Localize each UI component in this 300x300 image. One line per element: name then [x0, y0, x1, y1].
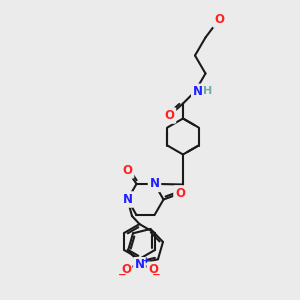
Text: O: O: [148, 263, 158, 276]
Text: −: −: [152, 270, 161, 280]
Text: O: O: [122, 164, 133, 177]
Text: N: N: [192, 85, 203, 98]
Text: +: +: [142, 256, 148, 265]
Text: O: O: [121, 263, 131, 276]
Text: N: N: [134, 258, 145, 272]
Text: O: O: [175, 187, 185, 200]
Text: O: O: [164, 109, 175, 122]
Text: O: O: [214, 13, 224, 26]
Text: H: H: [203, 86, 212, 97]
Text: N: N: [122, 193, 133, 206]
Text: N: N: [149, 177, 160, 190]
Text: −: −: [118, 270, 127, 280]
